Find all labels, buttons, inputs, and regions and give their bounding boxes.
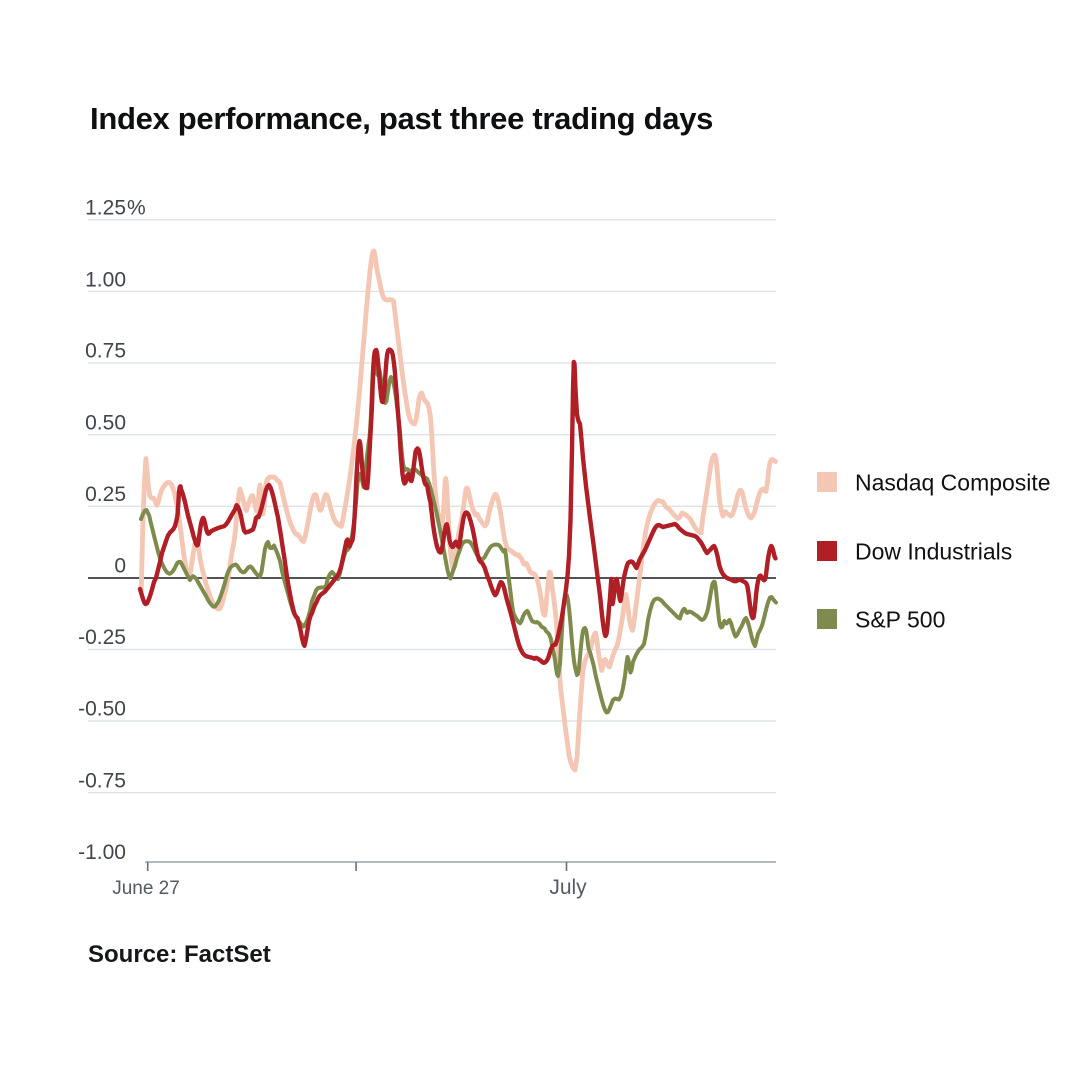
svg-text:June 27: June 27 <box>112 878 180 899</box>
svg-text:-0.50: -0.50 <box>78 698 126 721</box>
svg-text:S&P 500: S&P 500 <box>855 607 945 633</box>
svg-text:Nasdaq Composite: Nasdaq Composite <box>855 470 1051 496</box>
svg-text:0.25: 0.25 <box>85 483 126 506</box>
svg-text:-0.25: -0.25 <box>78 626 126 649</box>
svg-text:0: 0 <box>114 555 126 578</box>
svg-text:-1.00: -1.00 <box>78 841 126 864</box>
svg-text:0.75: 0.75 <box>85 340 126 363</box>
svg-text:0.50: 0.50 <box>85 412 126 435</box>
svg-text:1.25: 1.25 <box>85 197 126 220</box>
svg-text:-0.75: -0.75 <box>78 770 126 793</box>
svg-text:1.00: 1.00 <box>85 269 126 292</box>
svg-text:Dow Industrials: Dow Industrials <box>855 539 1012 565</box>
svg-text:July: July <box>549 876 587 899</box>
svg-text:%: % <box>127 197 146 220</box>
